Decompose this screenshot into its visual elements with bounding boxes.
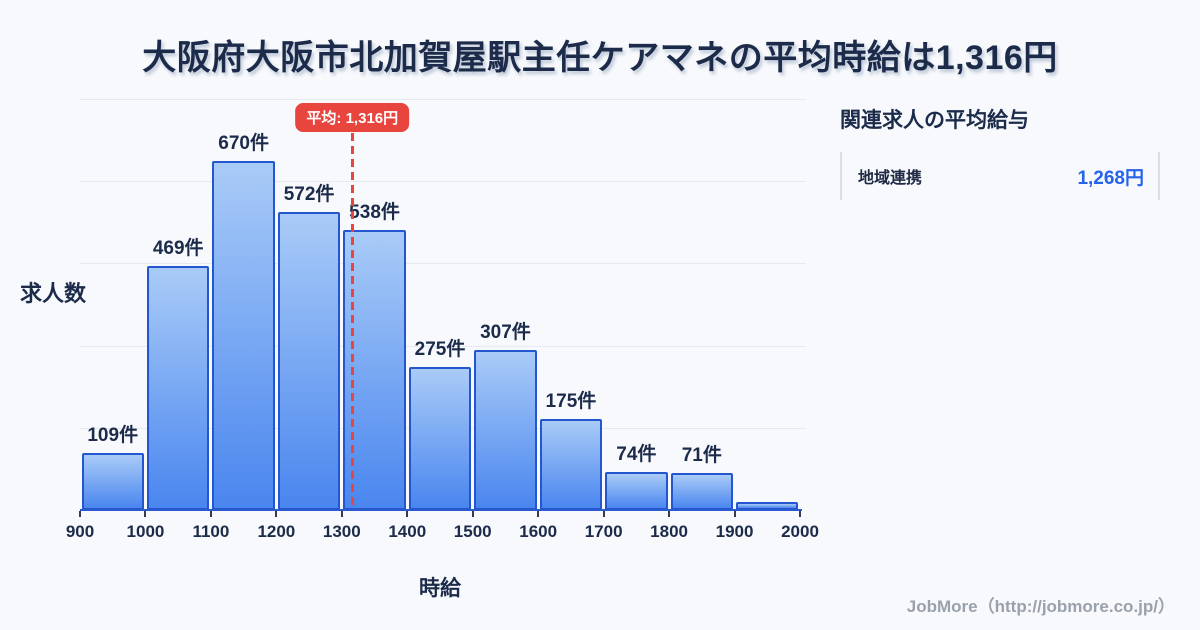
x-tick-mark: [406, 511, 409, 517]
x-tick-label: 1900: [715, 522, 754, 541]
x-tick-label: 1700: [584, 522, 623, 541]
bar-value-label: 538件: [349, 202, 400, 223]
x-axis-title: 時給: [419, 577, 461, 600]
histogram-bar: [146, 266, 210, 510]
x-tick-mark: [733, 511, 736, 517]
x-tick-label: 2000: [781, 522, 819, 541]
average-line: [350, 133, 354, 510]
bar-value-label: 175件: [545, 391, 597, 412]
y-axis-title: 求人数: [20, 281, 87, 306]
related-job-label: 地域連携: [858, 170, 923, 187]
x-tick-mark: [340, 511, 343, 517]
x-tick-label: 1200: [257, 522, 296, 541]
bar-value-label: 670件: [218, 133, 269, 154]
gridline: [80, 345, 806, 347]
x-tick-label: 1100: [192, 522, 230, 541]
x-tick-label: 1000: [126, 522, 165, 541]
related-job-value: 1,268円: [1077, 167, 1144, 189]
histogram-bar: [539, 419, 603, 510]
histogram-bar: [212, 161, 275, 510]
x-tick-mark: [668, 511, 671, 517]
histogram-bar: [605, 472, 668, 510]
bar-value-label: 307件: [480, 322, 531, 343]
related-jobs-heading: 関連求人の平均給与: [840, 109, 1029, 132]
bar-value-label: 74件: [616, 444, 657, 465]
gridline: [80, 99, 806, 100]
bar-value-label: 109件: [87, 425, 139, 446]
x-tick-label: 1400: [388, 522, 427, 541]
gridline: [80, 263, 806, 265]
x-tick-label: 1600: [519, 522, 558, 541]
x-tick-mark: [537, 511, 540, 517]
x-tick-label: 900: [65, 522, 95, 541]
x-tick-label: 1800: [650, 522, 688, 541]
histogram-bar: [474, 350, 537, 510]
x-tick-mark: [79, 511, 81, 517]
x-tick-label: 1500: [453, 522, 492, 541]
x-tick-mark: [144, 511, 147, 517]
average-badge: 平均: 1,316円: [295, 103, 410, 132]
bar-value-label: 572件: [283, 184, 335, 205]
histogram-bar: [670, 473, 734, 510]
histogram-bar: [277, 212, 341, 510]
page-title: 大阪府大阪市北加賀屋駅主任ケアマネの平均時給は1,316円: [142, 39, 1058, 77]
x-tick-label: 1300: [322, 522, 361, 541]
x-tick-mark: [275, 511, 278, 517]
x-tick-mark: [602, 511, 605, 517]
related-jobs-panel: 関連求人の平均給与 地域連携 1,268円: [840, 104, 1160, 200]
bar-value-label: 469件: [152, 238, 204, 259]
x-tick-mark: [209, 511, 212, 517]
related-job-row: 地域連携 1,268円: [840, 152, 1160, 200]
histogram-bar: [408, 367, 472, 510]
gridline: [80, 181, 806, 183]
histogram-plot-area: 109件 469件 670件 572件 538件 275件 307件 175件 74件 71件: [80, 99, 806, 510]
x-axis-line: [80, 509, 802, 511]
bar-value-label: 275件: [414, 339, 466, 360]
x-tick-mark: [471, 511, 474, 517]
footer-credit: JobMore（http://jobmore.co.jp/）: [906, 597, 1175, 616]
x-tick-mark: [799, 511, 801, 517]
histogram-bar: [81, 453, 144, 510]
bar-value-label: 71件: [681, 445, 722, 466]
